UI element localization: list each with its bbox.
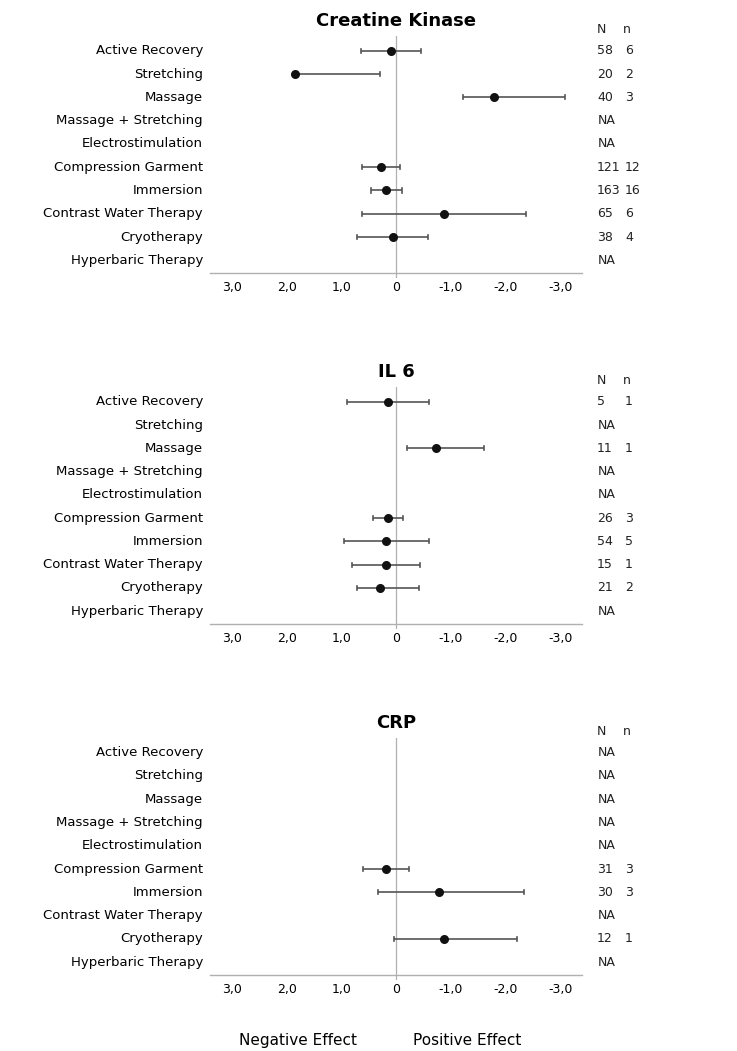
Text: 163: 163 (597, 184, 621, 197)
Text: 3: 3 (625, 90, 633, 104)
Text: NA: NA (598, 769, 615, 782)
Text: 6: 6 (625, 207, 633, 221)
Title: CRP: CRP (376, 714, 416, 731)
Text: 2: 2 (625, 581, 633, 595)
Text: NA: NA (598, 840, 615, 852)
Text: 38: 38 (597, 230, 613, 244)
Text: NA: NA (598, 465, 615, 478)
Text: N: N (597, 374, 607, 387)
Text: Negative Effect: Negative Effect (239, 1033, 357, 1048)
Title: IL 6: IL 6 (378, 363, 414, 380)
Text: 5: 5 (625, 535, 633, 548)
Text: 15: 15 (597, 558, 613, 571)
Text: 11: 11 (597, 441, 613, 455)
Text: NA: NA (598, 418, 615, 432)
Text: NA: NA (598, 955, 615, 969)
Text: n: n (624, 725, 631, 738)
Text: 58: 58 (597, 44, 613, 58)
Text: 40: 40 (597, 90, 613, 104)
Text: n: n (624, 23, 631, 36)
Text: Positive Effect: Positive Effect (413, 1033, 522, 1048)
Text: 54: 54 (597, 535, 613, 548)
Text: 1: 1 (625, 932, 633, 945)
Text: NA: NA (598, 746, 615, 759)
Text: 12: 12 (597, 932, 613, 945)
Text: 1: 1 (625, 558, 633, 571)
Text: NA: NA (598, 792, 615, 806)
Text: 1: 1 (625, 395, 633, 408)
Text: 12: 12 (625, 161, 640, 173)
Text: N: N (597, 23, 607, 36)
Text: NA: NA (598, 816, 615, 829)
Text: 21: 21 (597, 581, 613, 595)
Text: 26: 26 (597, 512, 613, 524)
Text: 3: 3 (625, 863, 633, 875)
Text: 2: 2 (625, 67, 633, 81)
Text: NA: NA (598, 253, 615, 267)
Text: 3: 3 (625, 512, 633, 524)
Text: NA: NA (598, 115, 615, 127)
Text: 3: 3 (625, 886, 633, 899)
Text: NA: NA (598, 909, 615, 922)
Text: 31: 31 (597, 863, 613, 875)
Text: NA: NA (598, 138, 615, 150)
Text: NA: NA (598, 604, 615, 618)
Text: 30: 30 (597, 886, 613, 899)
Text: N: N (597, 725, 607, 738)
Text: 16: 16 (625, 184, 640, 197)
Text: 20: 20 (597, 67, 613, 81)
Text: 121: 121 (597, 161, 621, 173)
Text: n: n (624, 374, 631, 387)
Text: 65: 65 (597, 207, 613, 221)
Text: 5: 5 (597, 395, 605, 408)
Text: 1: 1 (625, 441, 633, 455)
Text: NA: NA (598, 489, 615, 501)
Text: 6: 6 (625, 44, 633, 58)
Title: Creatine Kinase: Creatine Kinase (316, 12, 476, 30)
Text: 4: 4 (625, 230, 633, 244)
